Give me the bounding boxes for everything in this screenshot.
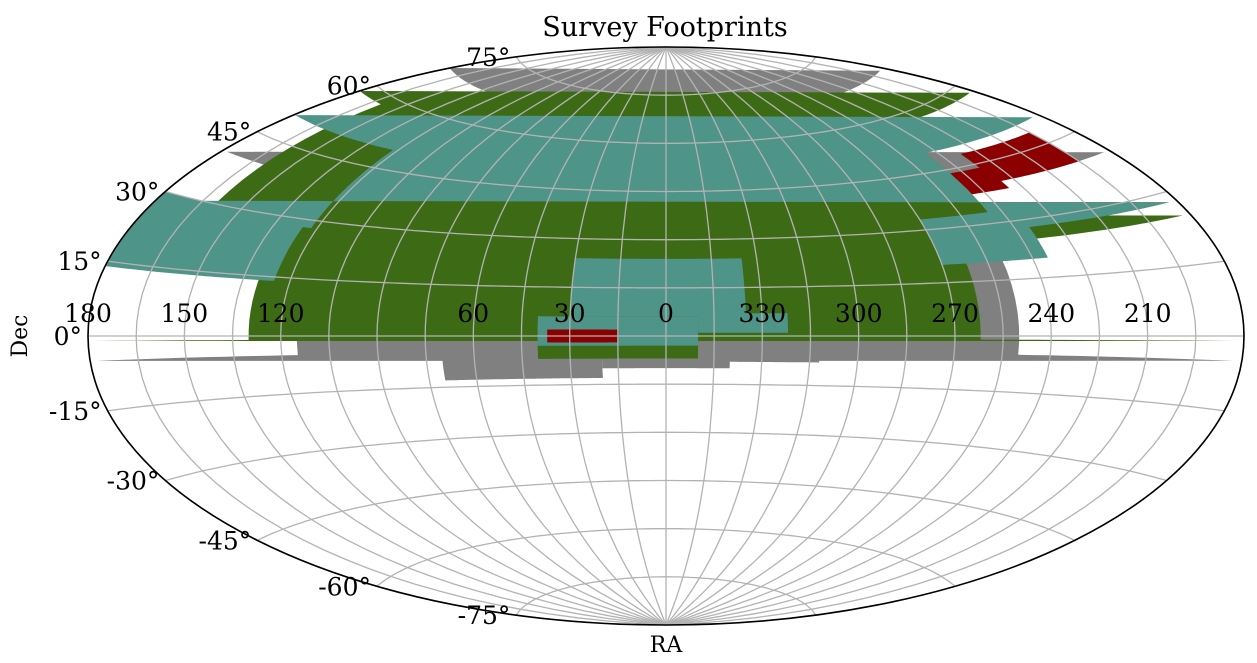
y-axis-label: Dec xyxy=(8,315,33,358)
dec-tick-label: 60° xyxy=(327,72,371,101)
ra-tick-label: 240 xyxy=(1027,299,1075,328)
dec-tick-label: 75° xyxy=(466,43,510,72)
ra-tick-label: 180 xyxy=(64,299,112,328)
ra-tick-label: 330 xyxy=(738,299,786,328)
parallel-line xyxy=(376,85,956,144)
ra-tick-label: 210 xyxy=(1124,299,1172,328)
dec-tick-label: -15° xyxy=(49,397,102,426)
ra-tick-label: 300 xyxy=(835,299,883,328)
parallel-line xyxy=(165,431,1167,482)
parallel-line xyxy=(107,383,1225,412)
ra-tick-label: 150 xyxy=(160,299,208,328)
graticule-grid xyxy=(87,46,1245,626)
dec-tick-label: 0° xyxy=(54,322,82,351)
footprint-region-2-5 xyxy=(105,191,309,281)
parallel-line xyxy=(376,528,956,587)
map-boundary xyxy=(87,46,1245,626)
parallel-line xyxy=(257,131,1075,193)
chart-title: Survey Footprints xyxy=(542,12,787,43)
footprint-region-2-4 xyxy=(157,115,1168,231)
parallel-line xyxy=(107,260,1225,289)
dec-tick-labels: 75° 60° 45° 30° 15° 0° -15° -30° -45° -60° -75° xyxy=(49,43,510,630)
ra-tick-label: 120 xyxy=(257,299,305,328)
x-axis-label: RA xyxy=(650,633,684,658)
dec-tick-label: -30° xyxy=(107,467,160,496)
footprints-layer xyxy=(88,68,1235,381)
footprint-region-3-2 xyxy=(960,132,1080,182)
dec-tick-label: -75° xyxy=(458,601,511,630)
dec-tick-label: 15° xyxy=(57,247,101,276)
ra-tick-label: 0 xyxy=(658,299,674,328)
dec-tick-label: 30° xyxy=(115,178,159,207)
parallel-line xyxy=(165,190,1167,241)
parallel-line xyxy=(515,56,817,96)
parallel-line xyxy=(515,576,817,616)
ra-tick-label: 270 xyxy=(931,299,979,328)
dec-tick-label: 45° xyxy=(207,118,251,147)
ra-tick-label: 60 xyxy=(457,299,489,328)
footprint-region-2-2 xyxy=(698,313,788,333)
dec-tick-label: -60° xyxy=(318,572,371,601)
dec-tick-label: -45° xyxy=(199,526,252,555)
parallel-line xyxy=(257,479,1075,541)
ra-tick-label: 30 xyxy=(554,299,586,328)
